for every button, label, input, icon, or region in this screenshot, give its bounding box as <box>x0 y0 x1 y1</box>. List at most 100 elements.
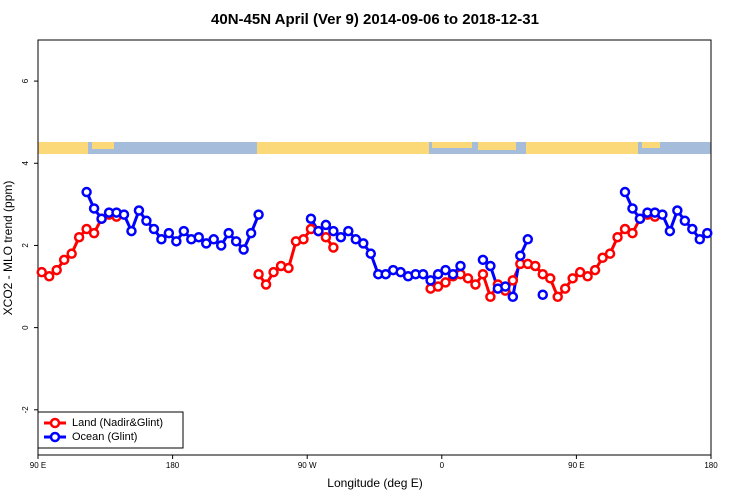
data-point <box>477 254 489 266</box>
data-point <box>664 225 676 237</box>
data-point <box>51 264 62 276</box>
data-point <box>298 234 309 245</box>
data-point <box>156 234 167 245</box>
data-point <box>447 268 459 280</box>
x-tick-label: 90 W <box>298 461 317 470</box>
data-point <box>163 227 175 239</box>
data-point <box>552 291 563 303</box>
data-point <box>485 291 496 303</box>
plot-frame <box>37 39 712 456</box>
data-point <box>283 262 294 274</box>
data-point <box>582 271 593 282</box>
data-point <box>672 205 683 216</box>
data-point <box>126 225 137 237</box>
data-point <box>634 213 646 224</box>
data-point <box>604 248 616 259</box>
data-point <box>81 186 92 198</box>
land-band <box>92 142 114 149</box>
land-band <box>432 142 472 148</box>
data-point <box>313 225 324 237</box>
data-point <box>178 225 190 237</box>
data-point <box>702 227 713 239</box>
land-mask <box>38 142 711 154</box>
legend-label: Land (Nadir&Glint) <box>72 417 163 429</box>
legend-marker <box>49 431 61 443</box>
y-tick-label: 2 <box>21 243 30 248</box>
data-point <box>679 215 691 227</box>
x-axis-label: Longitude (deg E) <box>327 476 422 490</box>
data-point <box>88 203 100 214</box>
x-tick-label: 90 E <box>568 461 584 470</box>
data-point <box>612 231 623 243</box>
data-point <box>358 238 369 249</box>
data-point <box>559 283 571 294</box>
data-point <box>507 275 519 286</box>
data-point <box>417 268 429 280</box>
data-point <box>462 273 474 284</box>
data-point <box>477 268 489 280</box>
data-point <box>522 234 534 245</box>
data-point <box>380 268 391 280</box>
data-point <box>627 203 638 214</box>
data-point <box>58 254 70 266</box>
data-point <box>657 209 668 220</box>
legend-box <box>37 411 184 449</box>
land-band <box>257 142 429 154</box>
data-point <box>260 279 272 290</box>
data-point <box>148 223 160 235</box>
data-point <box>432 281 444 292</box>
data-point <box>320 231 332 243</box>
data-point <box>215 240 227 251</box>
y-tick-label: 6 <box>21 78 30 83</box>
data-point <box>687 223 698 235</box>
x-tick-label: 90 E <box>30 461 46 470</box>
data-point <box>118 209 130 220</box>
data-point <box>88 227 100 239</box>
data-point <box>81 223 92 235</box>
data-point <box>544 273 556 284</box>
data-point <box>36 266 47 278</box>
land-band <box>478 142 516 150</box>
data-point <box>619 186 631 198</box>
data-point <box>440 277 451 288</box>
data-point <box>500 281 511 292</box>
data-point <box>328 242 339 253</box>
data-point <box>133 205 145 216</box>
data-point <box>530 260 541 272</box>
data-point <box>305 213 317 224</box>
data-point <box>335 231 347 243</box>
data-point <box>223 227 234 239</box>
data-point <box>328 225 339 237</box>
data-point <box>440 264 451 276</box>
data-point <box>193 231 205 243</box>
x-tick-label: 180 <box>166 461 180 470</box>
data-point <box>268 266 279 278</box>
data-point <box>253 268 264 280</box>
x-tick-label: 0 <box>440 461 445 470</box>
data-point <box>245 227 257 239</box>
data-point <box>455 260 466 272</box>
data-point <box>470 279 481 290</box>
chart-title: 40N-45N April (Ver 9) 2014-09-06 to 2018… <box>211 11 539 28</box>
data-point <box>343 225 354 237</box>
data-point <box>589 264 601 276</box>
data-point <box>96 213 107 224</box>
data-point <box>350 234 362 245</box>
land-band <box>526 142 638 154</box>
data-point <box>432 268 444 280</box>
data-point <box>253 209 264 220</box>
data-point <box>627 227 638 239</box>
data-point <box>320 219 332 231</box>
data-point <box>395 266 406 278</box>
data-point <box>208 234 219 245</box>
legend-label: Ocean (Glint) <box>72 431 137 443</box>
data-point <box>365 248 377 259</box>
data-point <box>537 289 548 301</box>
legend-marker <box>49 417 61 429</box>
data-point <box>425 275 436 286</box>
data-point <box>141 215 152 227</box>
data-point <box>43 271 55 282</box>
data-point <box>515 250 526 261</box>
